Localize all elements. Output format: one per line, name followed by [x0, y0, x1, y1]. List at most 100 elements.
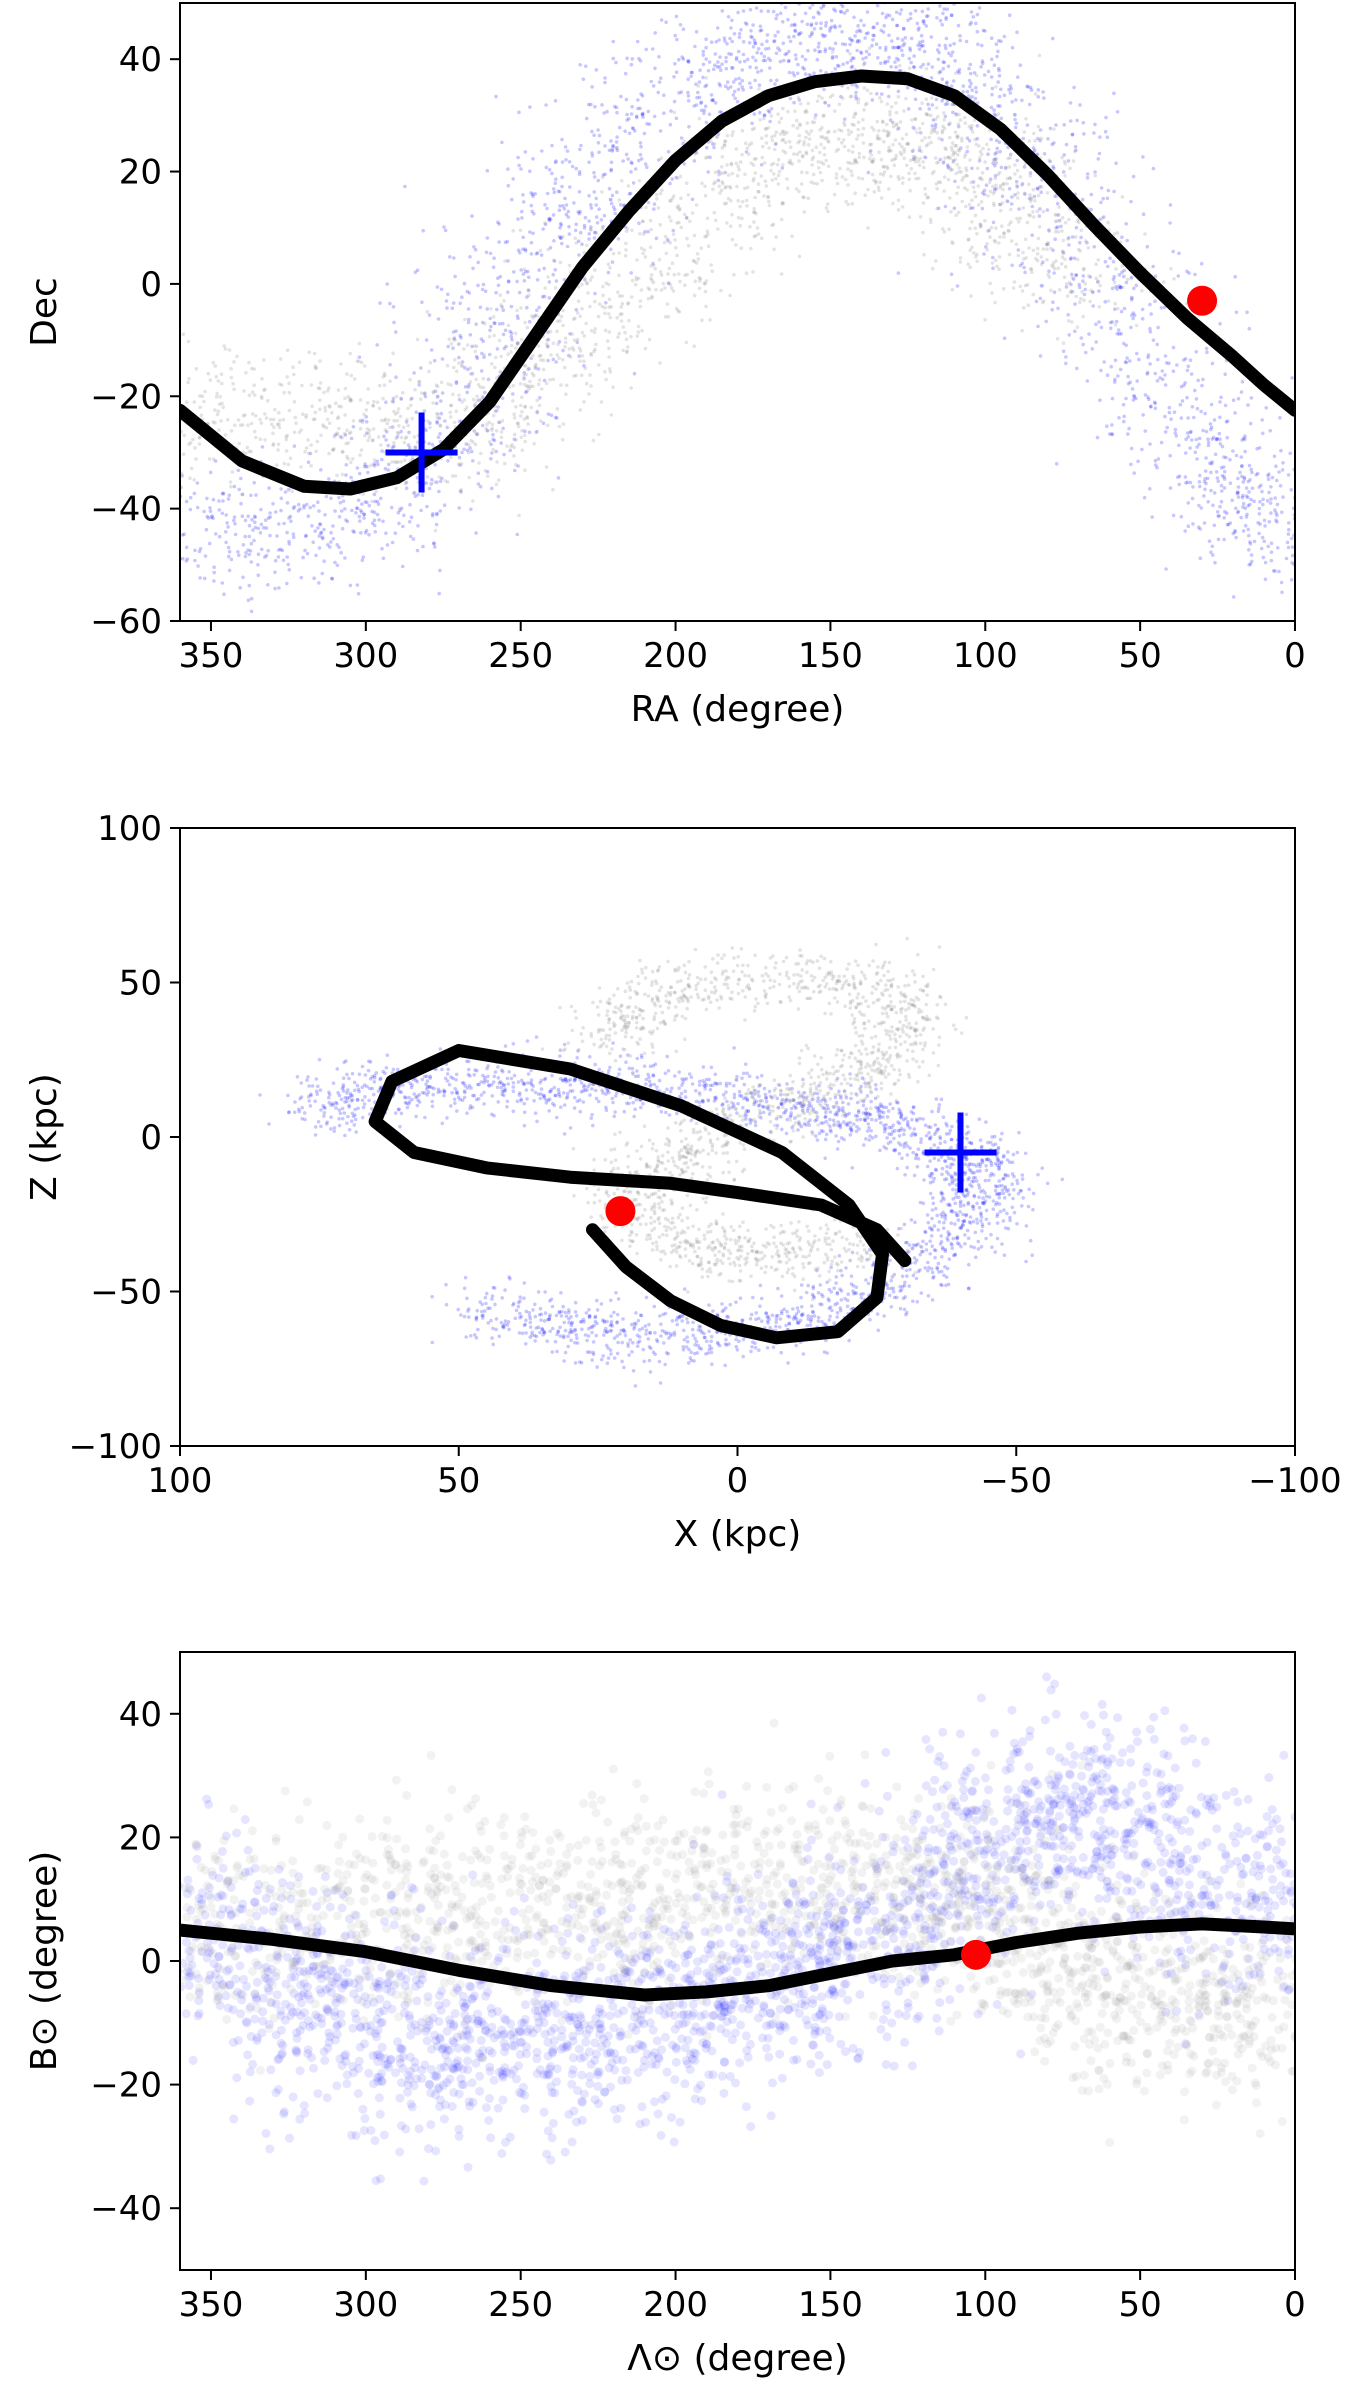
particle: [1079, 228, 1084, 232]
particle: [833, 9, 838, 13]
particle: [318, 522, 322, 526]
particle: [542, 294, 547, 299]
particle: [282, 521, 286, 526]
particle: [520, 216, 524, 220]
particle: [1185, 269, 1189, 274]
particle: [638, 232, 642, 236]
particle: [1079, 235, 1083, 240]
particle: [804, 1096, 808, 1100]
particle: [465, 448, 470, 453]
particle: [259, 522, 264, 527]
particle: [697, 1346, 702, 1350]
particle: [792, 73, 797, 78]
particle: [553, 181, 558, 185]
particle: [181, 332, 186, 337]
particle: [889, 148, 893, 153]
particle: [527, 386, 532, 391]
particle: [1233, 530, 1237, 534]
particle: [977, 159, 982, 163]
particle: [862, 155, 866, 160]
particle: [199, 413, 204, 418]
particle: [699, 1328, 703, 1333]
particle: [607, 330, 612, 334]
particle: [948, 156, 953, 160]
particle: [1121, 285, 1125, 290]
particle: [574, 373, 578, 378]
particle: [170, 471, 174, 475]
particle: [1009, 220, 1013, 224]
particle: [232, 360, 236, 364]
particle: [1080, 197, 1085, 202]
particle: [995, 146, 999, 151]
particle: [359, 510, 364, 514]
particle: [677, 91, 681, 95]
particle: [252, 367, 256, 371]
particle: [516, 421, 520, 426]
particle: [648, 218, 653, 223]
particle: [475, 356, 480, 361]
particle: [1186, 501, 1191, 505]
particle: [570, 1089, 575, 1093]
particle: [531, 384, 535, 389]
particle: [431, 391, 436, 395]
particle: [754, 211, 758, 216]
particle: [1061, 170, 1066, 174]
particle: [592, 349, 596, 354]
particle: [575, 1341, 580, 1345]
particle: [1155, 342, 1159, 347]
particle: [651, 263, 656, 268]
particle: [702, 111, 706, 116]
particle: [1225, 435, 1229, 440]
particle: [273, 558, 278, 563]
particle: [788, 39, 793, 44]
particle: [587, 160, 591, 164]
particle: [909, 36, 914, 41]
particle: [268, 417, 273, 422]
particle: [615, 110, 619, 115]
particle: [1228, 521, 1233, 525]
particle: [674, 70, 679, 74]
particle: [197, 442, 202, 446]
particle: [744, 198, 749, 203]
particle: [337, 404, 341, 409]
particle: [764, 184, 769, 188]
particle: [236, 550, 240, 554]
particle: [1067, 217, 1071, 222]
particle: [132, 531, 136, 535]
particle: [1066, 313, 1070, 317]
particle: [1209, 550, 1213, 554]
particle: [467, 442, 471, 447]
particle: [536, 344, 541, 348]
particle: [1008, 176, 1012, 180]
particle: [462, 347, 466, 351]
particle: [524, 372, 528, 377]
particle: [460, 360, 465, 364]
particle: [609, 247, 613, 252]
particle: [391, 305, 396, 309]
particle: [776, 112, 780, 116]
particle: [589, 206, 594, 210]
particle: [333, 560, 337, 565]
particle: [821, 114, 826, 118]
particle: [1042, 152, 1047, 156]
particle: [517, 513, 521, 518]
particle: [592, 190, 596, 194]
particle: [877, 188, 881, 193]
particle: [1151, 166, 1156, 171]
particle: [1026, 303, 1031, 308]
particle: [501, 1325, 505, 1329]
particle: [321, 1104, 326, 1108]
particle: [523, 433, 527, 438]
particle: [947, 51, 951, 56]
particle: [352, 530, 357, 534]
particle: [766, 56, 771, 61]
particle: [1131, 311, 1136, 315]
particle: [1051, 300, 1055, 305]
particle: [848, 42, 852, 47]
particle: [495, 460, 499, 464]
particle: [1060, 155, 1064, 160]
particle: [714, 1095, 718, 1100]
particle: [229, 484, 233, 489]
particle: [947, 227, 951, 231]
particle: [1122, 419, 1126, 424]
